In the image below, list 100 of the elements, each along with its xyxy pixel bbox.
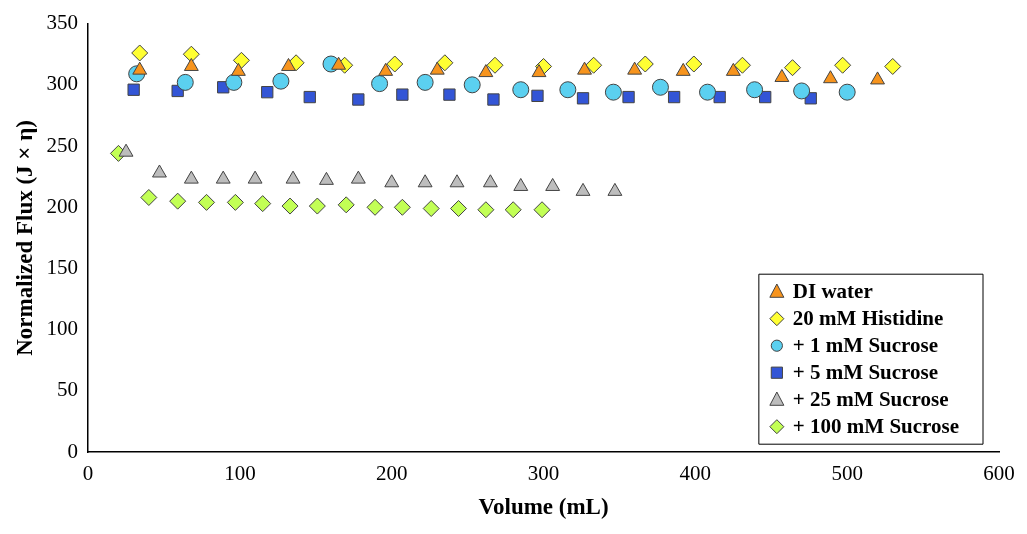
point [477,201,495,219]
point [303,90,316,104]
point [429,61,445,75]
y-tick-label: 200 [46,193,79,218]
point [651,78,669,96]
legend-label: + 25 mM Sucrose [792,387,949,412]
point [169,192,187,210]
point [272,72,290,90]
point [232,51,250,69]
point [285,170,301,184]
y-tick-label: 50 [57,377,79,402]
point [482,174,498,188]
point [531,89,544,103]
y-tick-label: 300 [46,71,79,96]
point [396,88,409,101]
point [487,93,500,106]
point [443,88,456,101]
point [604,83,622,101]
point [675,62,691,76]
point [378,62,394,76]
point [350,170,366,184]
point [486,56,504,74]
point [463,76,481,94]
legend-label: + 5 mM Sucrose [792,360,939,385]
y-tick-label: 150 [46,255,79,280]
point [513,177,529,191]
x-tick-label: 400 [679,461,712,486]
point [281,197,299,215]
x-tick-label: 100 [224,461,256,486]
y-tick-label: 100 [46,316,79,341]
point [215,170,231,184]
point [725,62,741,76]
x-tick-label: 600 [983,461,1015,486]
point [366,198,384,216]
point [152,164,167,178]
y-axis-title: Normalized Flux (J × η) [11,120,37,356]
point [575,182,591,196]
point [793,82,811,100]
point [746,81,764,99]
point [577,61,592,75]
point [627,61,643,75]
point [449,174,465,188]
point [823,70,838,84]
point [127,83,140,96]
y-tick-label: 250 [46,132,79,157]
point [230,62,246,76]
point [371,75,389,93]
point [140,188,158,206]
point [870,71,885,85]
point [225,73,243,91]
point [118,143,134,157]
point [386,55,404,73]
point [319,171,334,185]
point [183,170,199,184]
point [182,45,200,63]
point [132,61,148,75]
point [713,90,726,104]
point [176,73,194,91]
point [545,177,561,191]
point [559,81,577,99]
y-tick-label: 350 [46,10,79,35]
point [281,57,296,71]
point [331,56,347,70]
point [436,54,454,72]
point [531,64,547,78]
point [512,81,530,99]
x-axis-title: Volume (mL) [478,494,609,520]
point [504,201,522,219]
point [226,193,244,211]
x-tick-label: 500 [831,461,863,486]
point [533,201,551,219]
point [838,83,856,101]
point [308,197,326,215]
point [254,195,272,213]
point [576,92,590,105]
point [774,68,790,82]
point [733,56,751,74]
point [393,198,411,216]
x-tick-label: 200 [375,461,408,486]
legend-label: + 100 mM Sucrose [792,414,960,439]
point [183,57,199,71]
point [198,193,216,211]
point [784,59,802,77]
point [622,90,635,104]
point [384,174,400,188]
point [607,182,623,196]
point [834,56,852,74]
point [416,73,434,91]
x-tick-label: 300 [527,461,560,486]
point [261,86,274,99]
legend-label: 20 mM Histidine [792,306,944,331]
legend-label: + 1 mM Sucrose [792,333,939,358]
point [478,64,494,78]
point [417,174,433,188]
point [667,90,681,104]
legend-label: DI water [792,279,873,304]
point [699,83,717,101]
point [352,93,365,106]
point [337,196,355,214]
point [422,200,440,218]
